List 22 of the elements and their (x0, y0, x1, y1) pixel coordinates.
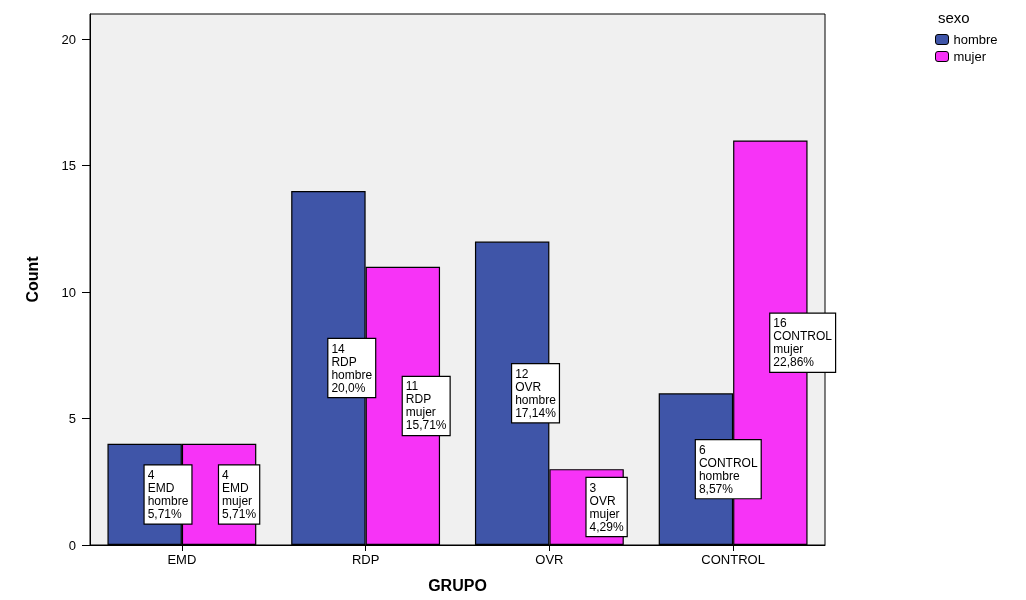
data-label: 6 CONTROL hombre 8,57% (698, 442, 758, 496)
y-tick-label: 20 (61, 31, 76, 47)
data-label: 11 RDP mujer 15,71% (405, 379, 447, 433)
x-tick-label: OVR (535, 552, 564, 567)
x-tick-label: EMD (167, 552, 197, 567)
y-tick-label: 10 (61, 284, 76, 300)
data-label: 4 EMD mujer 5,71% (222, 467, 257, 521)
legend-label: mujer (953, 49, 987, 64)
y-tick-label: 15 (61, 158, 76, 174)
data-label: 16 CONTROL mujer 22,86% (773, 316, 833, 370)
x-tick-label: RDP (351, 552, 380, 567)
y-axis-title: Count (23, 255, 41, 303)
data-label: 14 RDP hombre 20,0% (331, 341, 373, 395)
data-label: 3 OVR mujer 4,29% (589, 480, 624, 534)
legend-label: hombre (953, 32, 998, 47)
data-label: 12 OVR hombre 17,14% (515, 366, 557, 420)
x-axis-title: GRUPO (428, 576, 487, 594)
y-tick-label: 5 (68, 411, 76, 427)
legend-title: sexo (938, 9, 970, 26)
data-label: 4 EMD hombre 5,71% (147, 467, 189, 521)
y-tick-label: 0 (68, 537, 76, 553)
x-tick-label: CONTROL (701, 552, 765, 567)
